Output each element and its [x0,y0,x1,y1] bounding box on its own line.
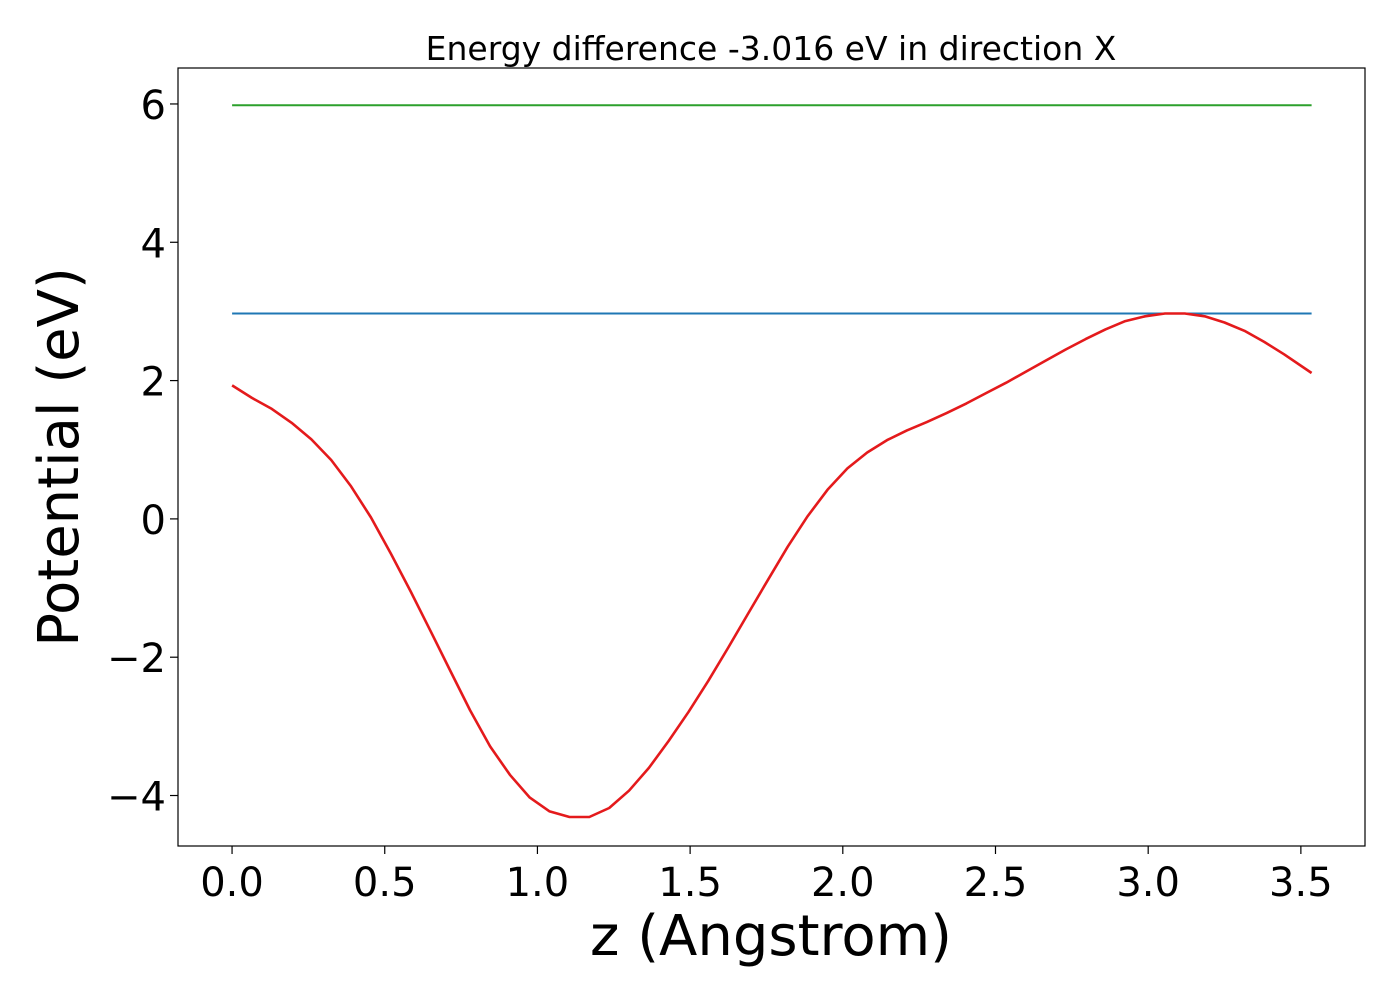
y-tick-label: 0 [141,498,166,544]
x-tick-label: 3.0 [1116,860,1180,906]
plot-frame [177,67,1366,847]
x-tick-label: 1.0 [506,860,570,906]
y-tick-label: −4 [107,775,166,821]
series-line-3 [231,312,1313,819]
y-tick-label: −2 [107,636,166,682]
x-tick-label: 1.5 [658,860,722,906]
x-tick-label: 2.5 [964,860,1028,906]
x-axis: 0.0 0.5 1.0 1.5 2.0 2.5 3.0 3.5 [200,846,1333,906]
y-tick-label: 2 [141,360,166,406]
y-tick-label: 6 [141,83,166,129]
x-axis-title: z (Angstrom) [590,904,952,969]
y-tick-label: 4 [141,221,166,267]
y-axis: −4 −2 0 2 4 6 [107,83,178,821]
chart-title: Energy difference -3.016 eV in direction… [426,29,1117,68]
x-tick-label: 3.5 [1269,860,1333,906]
x-tick-label: 2.0 [811,860,875,906]
x-tick-label: 0.0 [200,860,264,906]
plot-area [231,104,1313,819]
y-axis-title: Potential (eV) [27,267,92,647]
x-tick-label: 0.5 [353,860,417,906]
